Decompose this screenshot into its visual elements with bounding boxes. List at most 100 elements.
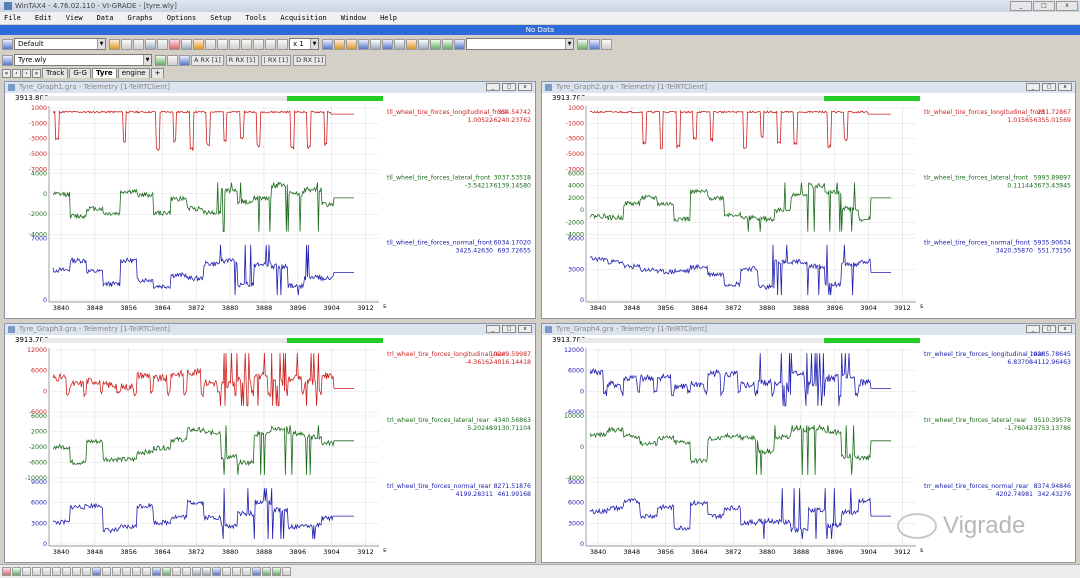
folder-icon[interactable]: [406, 38, 417, 50]
grid-icon[interactable]: [121, 38, 132, 50]
minimize-button[interactable]: _: [1026, 325, 1040, 333]
triangle-icon[interactable]: [265, 38, 276, 50]
close-button[interactable]: x: [1058, 83, 1072, 91]
restore-button[interactable]: □: [502, 325, 516, 333]
menu-view[interactable]: View: [65, 14, 83, 22]
users-icon[interactable]: [577, 38, 588, 50]
menu-data[interactable]: Data: [96, 14, 114, 22]
window-list-icon[interactable]: [282, 567, 291, 576]
graph-window-4[interactable]: Tyre_Graph4.gra - Telemetry [1-TelRTClie…: [541, 323, 1076, 563]
minimize-button[interactable]: _: [486, 83, 500, 91]
pan-icon[interactable]: [82, 567, 91, 576]
rx-d[interactable]: D RX [1]: [293, 54, 327, 66]
palette-icon[interactable]: [430, 38, 441, 50]
settings-icon[interactable]: [272, 567, 281, 576]
restore-button[interactable]: □: [502, 83, 516, 91]
workspace-select[interactable]: Tyre.wly ▼: [14, 54, 152, 66]
graph-select-icon[interactable]: [252, 567, 261, 576]
tab-track[interactable]: Track: [42, 68, 69, 78]
zoom-x-icon[interactable]: [62, 567, 71, 576]
close-button[interactable]: x: [1056, 1, 1078, 11]
step-back-icon[interactable]: [241, 38, 252, 50]
menu-window[interactable]: Window: [340, 14, 367, 22]
play-icon[interactable]: [232, 567, 241, 576]
restore-button[interactable]: □: [1042, 83, 1056, 91]
minimize-button[interactable]: _: [1010, 1, 1032, 11]
text-icon[interactable]: [172, 567, 181, 576]
menu-tools[interactable]: Tools: [245, 14, 267, 22]
menu-edit[interactable]: Edit: [34, 14, 52, 22]
channel-select[interactable]: ▼: [466, 38, 574, 50]
new-icon[interactable]: [167, 54, 178, 66]
delete-icon[interactable]: [169, 38, 180, 50]
zoom-y-icon[interactable]: [72, 567, 81, 576]
import-icon[interactable]: [454, 38, 465, 50]
minimize-button[interactable]: _: [486, 325, 500, 333]
step-forward-icon[interactable]: [253, 38, 264, 50]
zoom-select[interactable]: x 1 ▼: [289, 38, 319, 50]
next-tab-icon[interactable]: ›: [22, 69, 31, 78]
export-icon[interactable]: [222, 567, 231, 576]
rx-pipe[interactable]: | RX [1]: [260, 54, 292, 66]
math-icon[interactable]: [162, 567, 171, 576]
page-icon[interactable]: [145, 38, 156, 50]
last-tab-icon[interactable]: »: [32, 69, 41, 78]
pause-icon[interactable]: [277, 38, 288, 50]
layout-split-icon[interactable]: [202, 567, 211, 576]
graph-plot[interactable]: 3840 3848 3856 3864 3872 3880 3888 3896 3904 3912…: [5, 344, 536, 563]
cursor-icon[interactable]: [92, 567, 101, 576]
graph-plot[interactable]: 3840 3848 3856 3864 3872 3880 3888 3896 3904 3912…: [542, 102, 1076, 319]
wrench-icon[interactable]: [346, 38, 357, 50]
first-tab-icon[interactable]: «: [2, 69, 11, 78]
minimize-button[interactable]: _: [1026, 83, 1040, 91]
restore-button[interactable]: □: [1042, 325, 1056, 333]
filter-icon[interactable]: [152, 567, 161, 576]
prev-tab-icon[interactable]: ‹: [12, 69, 21, 78]
config-icon[interactable]: [179, 54, 190, 66]
menu-acquisition[interactable]: Acquisition: [280, 14, 327, 22]
save-icon[interactable]: [12, 567, 21, 576]
list-icon[interactable]: [157, 38, 168, 50]
play-icon[interactable]: [322, 38, 333, 50]
zoom-out-icon[interactable]: [42, 567, 51, 576]
print-icon[interactable]: [22, 567, 31, 576]
forward-icon[interactable]: [229, 38, 240, 50]
refresh-icon[interactable]: [205, 38, 216, 50]
graph-icon[interactable]: [382, 38, 393, 50]
menu-setup[interactable]: Setup: [210, 14, 232, 22]
menu-graphs[interactable]: Graphs: [127, 14, 153, 22]
close-button[interactable]: x: [518, 325, 532, 333]
graph-plot[interactable]: 3840 3848 3856 3864 3872 3880 3888 3896 3904 3912…: [542, 344, 1076, 563]
help-icon[interactable]: [589, 38, 600, 50]
menu-help[interactable]: Help: [380, 14, 397, 22]
close-button[interactable]: x: [1058, 325, 1072, 333]
copy-icon[interactable]: [181, 38, 192, 50]
screen-icon[interactable]: [418, 38, 429, 50]
layout-single-icon[interactable]: [192, 567, 201, 576]
sync-icon[interactable]: [262, 567, 271, 576]
tab-engine[interactable]: engine: [117, 68, 150, 78]
paste-icon[interactable]: [193, 38, 204, 50]
window-icon[interactable]: [394, 38, 405, 50]
options-icon[interactable]: [242, 567, 251, 576]
measure-icon[interactable]: [142, 567, 151, 576]
layout-select[interactable]: Default ▼: [14, 38, 106, 50]
image-icon[interactable]: [370, 38, 381, 50]
graph-plot[interactable]: 3840 3848 3856 3864 3872 3880 3888 3896 3904 3912…: [5, 102, 536, 319]
info-icon[interactable]: [212, 567, 221, 576]
rx-r[interactable]: R RX [1]: [225, 54, 259, 66]
redo-icon[interactable]: [112, 567, 121, 576]
maximize-button[interactable]: □: [1033, 1, 1055, 11]
back-icon[interactable]: [217, 38, 228, 50]
zoom-fit-icon[interactable]: [52, 567, 61, 576]
dropdown-icon[interactable]: [601, 38, 612, 50]
zoom-in-icon[interactable]: [32, 567, 41, 576]
open-icon[interactable]: [109, 38, 120, 50]
format-icon[interactable]: [182, 567, 191, 576]
add-tab-button[interactable]: +: [150, 68, 165, 78]
undo-icon[interactable]: [102, 567, 111, 576]
graph-window-3[interactable]: Tyre_Graph3.gra - Telemetry [1-TelRTClie…: [4, 323, 536, 563]
record-icon[interactable]: [2, 567, 11, 576]
marker-icon[interactable]: [132, 567, 141, 576]
export-icon[interactable]: [442, 38, 453, 50]
